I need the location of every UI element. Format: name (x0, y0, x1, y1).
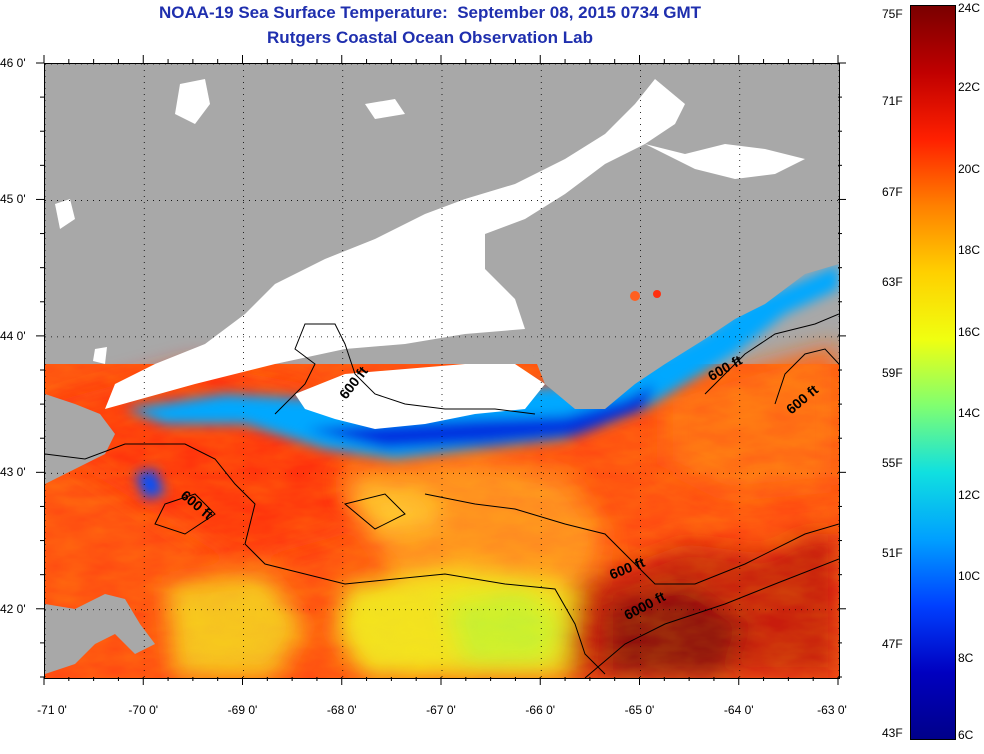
colorbar-c-label: 8C (958, 650, 974, 665)
sst-map (44, 63, 840, 679)
cold-core (305, 384, 655, 449)
cloud-inland-4 (365, 99, 405, 119)
colorbar-f-label: 47F (882, 636, 903, 651)
colorbar-c-label: 6C (958, 728, 974, 742)
x-tick-label: -71 0' (37, 703, 67, 717)
x-tick-label: -63 0' (817, 703, 847, 717)
colorbar-c-label: 10C (958, 569, 981, 584)
colorbar-f-label: 63F (882, 275, 903, 289)
x-tick-label: -64 0' (723, 703, 754, 717)
contour-600-east (774, 348, 839, 405)
cold-spot (135, 469, 165, 499)
graticule (45, 64, 839, 678)
y-tick-label: 44 0' (0, 328, 26, 343)
title-line-1: NOAA-19 Sea Surface Temperature: Septemb… (158, 3, 702, 22)
contour-bank-2 (343, 493, 406, 530)
contour-600-south (424, 493, 839, 585)
colorbar-c-label: 18C (958, 243, 981, 258)
colorbar-c-label: 20C (958, 161, 981, 176)
colorbar-c-label: 14C (958, 406, 981, 421)
contour-600-north (274, 323, 536, 415)
contour-6000 (584, 558, 839, 678)
land-nova-scotia (525, 224, 839, 409)
cold-band (125, 264, 839, 459)
colorbar-c-label: 12C (958, 487, 981, 502)
cloud-inland-1 (175, 79, 210, 124)
contour-bank-1 (154, 493, 216, 535)
x-tick-label: -66 0' (525, 703, 556, 717)
title-line-2: Rutgers Coastal Ocean Observation Lab (267, 28, 593, 47)
land-cape-cod (45, 594, 155, 674)
colorbar (910, 5, 956, 740)
colorbar-c-label: 16C (958, 324, 981, 339)
land-massachusetts (45, 394, 115, 484)
bathymetry-contours (45, 313, 839, 678)
x-tick-label: -68 0' (326, 703, 357, 717)
colorbar-f-label: 71F (882, 94, 903, 109)
contour-600-west (45, 443, 606, 675)
colorbar-f-label: 55F (882, 455, 903, 470)
cloud-cover (105, 79, 685, 409)
colorbar-f-label: 67F (882, 184, 903, 199)
chart-title: NOAA-19 Sea Surface Temperature: Septemb… (0, 0, 860, 50)
x-tick-label: -69 0' (227, 703, 258, 717)
cloud-inland-3 (93, 347, 107, 364)
colorbar-c-label: 24C (958, 1, 981, 15)
x-tick-label: -67 0' (426, 703, 456, 717)
warm-spot-2 (653, 290, 661, 298)
colorbar-c-label: 22C (958, 80, 981, 95)
colorbar-f-label: 51F (882, 546, 903, 561)
x-tick-label: -70 0' (128, 703, 159, 717)
sst-map-image (45, 64, 839, 678)
colorbar-f-label: 43F (882, 726, 903, 740)
y-tick-label: 43 0' (0, 465, 26, 480)
colorbar-f-label: 75F (882, 7, 903, 21)
cloud-bay-of-fundy (645, 144, 805, 179)
cloud-inland-2 (55, 199, 75, 229)
y-tick-label: 42 0' (0, 601, 26, 616)
cloud-patch (295, 364, 545, 429)
x-tick-label: -65 0' (624, 703, 655, 717)
colorbar-f-label: 59F (882, 365, 903, 380)
contour-600-scotian (704, 313, 839, 395)
y-tick-label: 46 0' (0, 56, 26, 70)
y-tick-label: 45 0' (0, 192, 26, 207)
warm-spot-1 (630, 291, 640, 301)
